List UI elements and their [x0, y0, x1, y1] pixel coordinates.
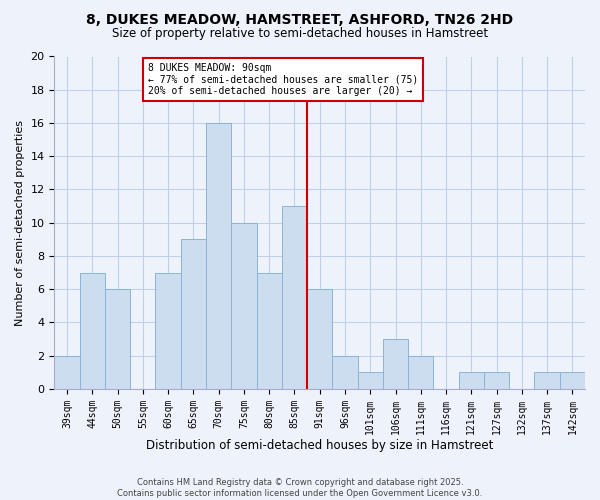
Bar	[408, 356, 433, 389]
Y-axis label: Number of semi-detached properties: Number of semi-detached properties	[15, 120, 25, 326]
Bar	[484, 372, 509, 389]
Bar	[55, 356, 80, 389]
Bar	[383, 339, 408, 389]
Bar	[358, 372, 383, 389]
Bar	[307, 289, 332, 389]
Text: 8 DUKES MEADOW: 90sqm
← 77% of semi-detached houses are smaller (75)
20% of semi: 8 DUKES MEADOW: 90sqm ← 77% of semi-deta…	[148, 63, 418, 96]
Bar	[560, 372, 585, 389]
Bar	[282, 206, 307, 389]
Bar	[105, 289, 130, 389]
Bar	[155, 272, 181, 389]
X-axis label: Distribution of semi-detached houses by size in Hamstreet: Distribution of semi-detached houses by …	[146, 440, 493, 452]
Text: Size of property relative to semi-detached houses in Hamstreet: Size of property relative to semi-detach…	[112, 28, 488, 40]
Bar	[206, 123, 231, 389]
Bar	[332, 356, 358, 389]
Bar	[231, 222, 257, 389]
Bar	[80, 272, 105, 389]
Bar	[535, 372, 560, 389]
Bar	[181, 240, 206, 389]
Bar	[257, 272, 282, 389]
Text: 8, DUKES MEADOW, HAMSTREET, ASHFORD, TN26 2HD: 8, DUKES MEADOW, HAMSTREET, ASHFORD, TN2…	[86, 12, 514, 26]
Text: Contains HM Land Registry data © Crown copyright and database right 2025.
Contai: Contains HM Land Registry data © Crown c…	[118, 478, 482, 498]
Bar	[458, 372, 484, 389]
